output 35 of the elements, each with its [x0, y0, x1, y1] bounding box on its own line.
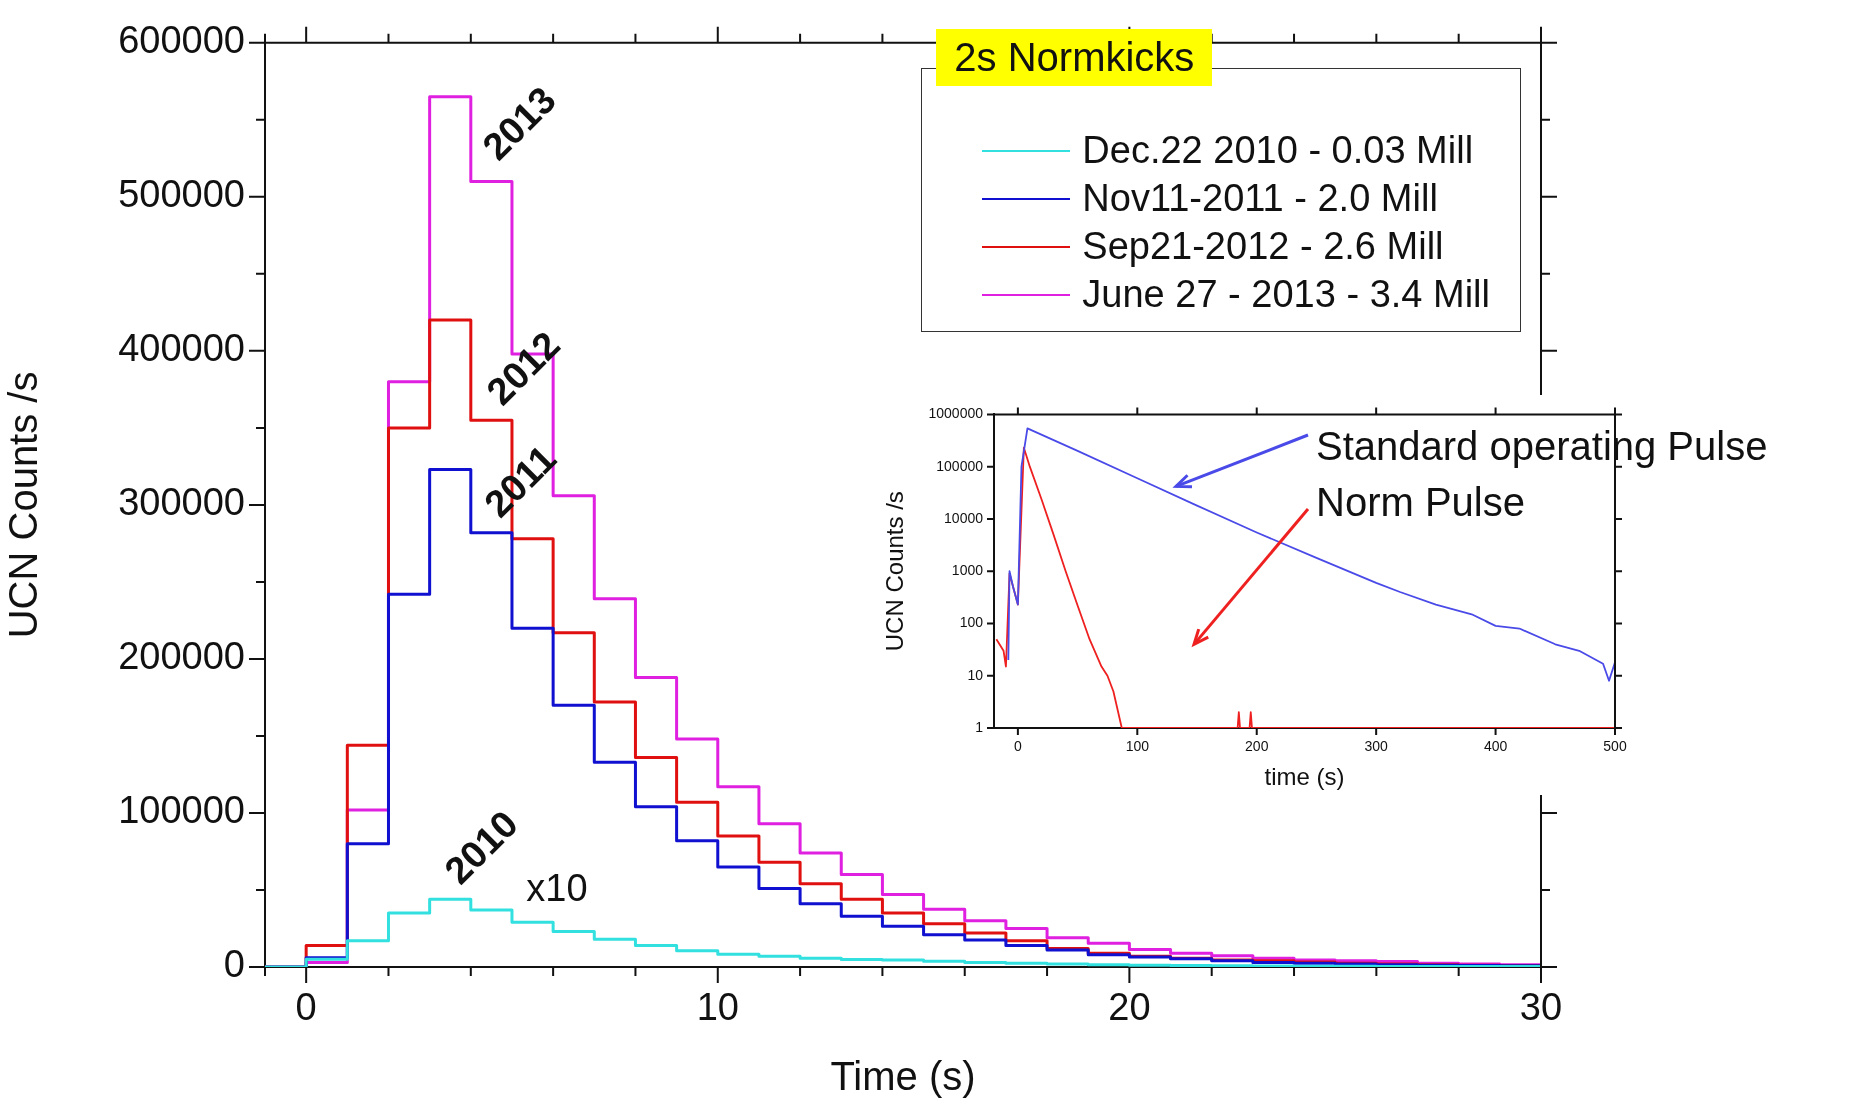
y-tick-label: 0 — [223, 943, 245, 986]
x-tick-label: 20 — [1108, 986, 1151, 1029]
y-tick-label: 100 — [959, 614, 984, 631]
y-tick-label: 10000 — [944, 509, 984, 526]
y-tick-label: 1000000 — [928, 405, 984, 422]
y-tick-label: 100000 — [118, 789, 245, 832]
y-tick-label: 1000 — [951, 562, 984, 579]
legend-label: Sep21-2012 - 2.6 Mill — [1082, 225, 1444, 269]
y-tick-label: 10 — [967, 666, 984, 683]
x-tick-label: 500 — [1603, 738, 1627, 755]
y-tick-label: 600000 — [118, 19, 245, 62]
y-tick-label: 500000 — [118, 173, 245, 216]
x-tick-label: 0 — [295, 986, 317, 1029]
x-tick-label: 0 — [1013, 738, 1022, 755]
y-axis-title: UCN Counts /s — [1, 371, 46, 639]
y-tick-label: 200000 — [118, 635, 245, 678]
legend-label: Dec.22 2010 - 0.03 Mill — [1082, 129, 1474, 173]
x-tick-label: 30 — [1519, 986, 1563, 1029]
y-tick-label: 400000 — [118, 327, 245, 370]
x-tick-label: 200 — [1245, 738, 1269, 755]
legend-label: Nov11-2011 - 2.0 Mill — [1082, 177, 1438, 221]
legend-label: June 27 - 2013 - 3.4 Mill — [1082, 273, 1490, 317]
annotation: Norm Pulse — [1316, 480, 1525, 525]
x-tick-label: 400 — [1483, 738, 1508, 755]
legend-title: 2s Normkicks — [936, 28, 1213, 86]
x-tick-label: 300 — [1364, 738, 1389, 755]
x-tick-label: 100 — [1125, 738, 1150, 755]
x-axis-title: Time (s) — [830, 1054, 976, 1099]
y-tick-label: 300000 — [118, 481, 245, 524]
x-tick-label: 10 — [696, 986, 739, 1029]
y-tick-label: 1 — [975, 718, 984, 735]
x-axis-title: time (s) — [1264, 763, 1345, 791]
annotation: x10 — [526, 867, 588, 910]
y-tick-label: 100000 — [936, 457, 984, 474]
y-axis-title: UCN Counts /s — [881, 491, 909, 652]
